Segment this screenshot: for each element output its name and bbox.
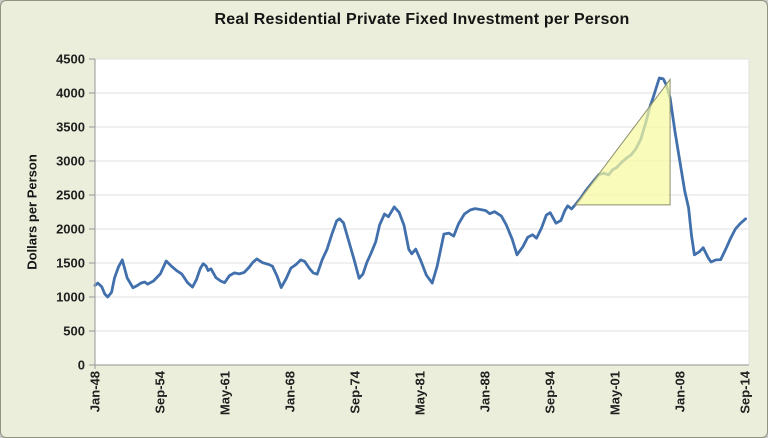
y-tick-label: 2500 [56,188,85,203]
y-tick-label: 4000 [56,86,85,101]
y-tick-label: 0 [78,358,85,373]
x-tick-label: May-81 [412,371,427,415]
y-tick-label: 1500 [56,256,85,271]
x-tick-label: May-61 [217,371,232,415]
y-tick-label: 4500 [56,52,85,67]
x-tick-label: Jan-08 [672,371,687,412]
x-tick-label: Sep-74 [347,370,362,413]
x-tick-label: Sep-14 [737,370,752,413]
x-tick-label: May-01 [607,371,622,415]
x-tick-label: Sep-94 [542,370,557,413]
chart-title: Real Residential Private Fixed Investmen… [214,11,630,28]
y-tick-label: 3500 [56,120,85,135]
y-axis-title: Dollars per Person [24,154,40,270]
plot-background [95,59,749,365]
y-tick-label: 2000 [56,222,85,237]
x-tick-label: Jan-88 [477,371,492,412]
y-tick-label: 1000 [56,290,85,305]
x-tick-label: Sep-54 [152,370,167,413]
y-tick-label: 3000 [56,154,85,169]
bubble-triangle [574,77,671,206]
y-tick-label: 500 [63,324,85,339]
x-tick-label: Jan-48 [88,371,103,412]
x-tick-label: Jan-68 [282,371,297,412]
